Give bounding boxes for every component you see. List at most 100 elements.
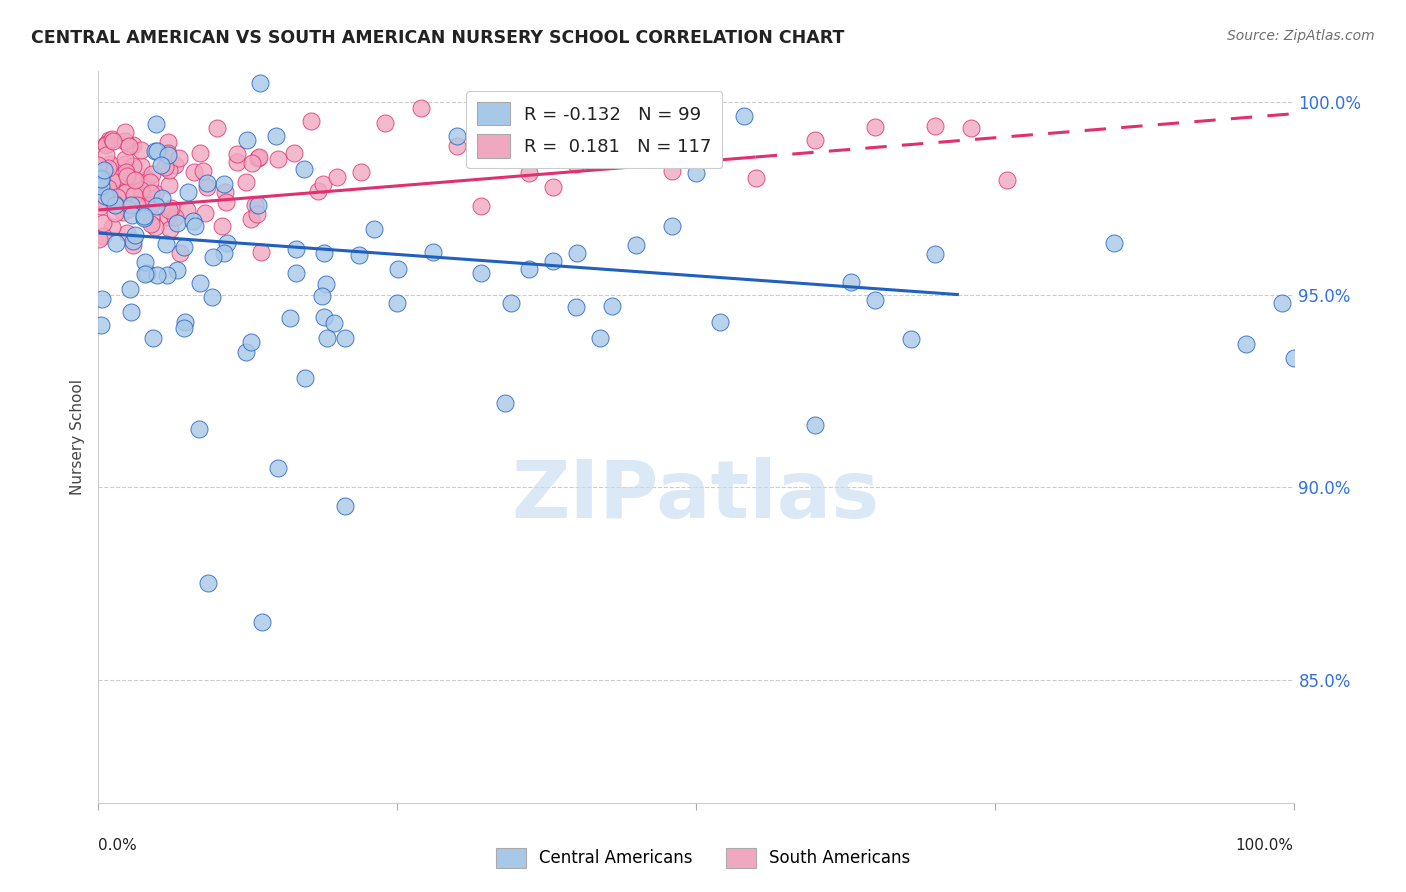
Point (96, 161, 118, 176)
Point (865, 293, 887, 308)
Point (841, 275, 863, 289)
Point (120, 281, 142, 295)
Point (323, 317, 346, 331)
Point (128, 186, 150, 200)
Point (143, 145, 166, 159)
Point (239, 212, 262, 227)
Point (104, 198, 127, 212)
Point (118, 139, 141, 153)
Point (205, 120, 228, 135)
Point (89, 176, 111, 190)
Point (100, 174, 122, 188)
Point (122, 172, 145, 186)
Point (299, 113, 322, 128)
Point (239, 334, 262, 349)
Point (285, 266, 308, 280)
Point (385, 295, 409, 310)
Text: Source: ZipAtlas.com: Source: ZipAtlas.com (1227, 29, 1375, 43)
Point (104, 206, 127, 220)
Point (613, 145, 636, 160)
Point (314, 310, 336, 324)
Point (90, 292, 112, 306)
Point (89, 232, 111, 246)
Point (201, 290, 224, 304)
Point (350, 165, 373, 179)
Point (146, 268, 169, 282)
Point (139, 217, 162, 231)
Point (292, 161, 315, 176)
Point (90, 171, 112, 186)
Point (173, 240, 195, 254)
Point (124, 173, 146, 187)
Point (243, 198, 266, 212)
Point (194, 206, 217, 220)
Point (900, 332, 922, 346)
Point (184, 219, 207, 233)
Point (156, 145, 179, 160)
Point (387, 262, 409, 277)
Y-axis label: Nursery School: Nursery School (70, 379, 86, 495)
Point (311, 289, 333, 303)
Point (315, 277, 337, 292)
Point (121, 208, 143, 222)
Point (1234, 337, 1257, 351)
Point (94, 195, 117, 210)
Point (156, 135, 179, 149)
Point (188, 276, 211, 290)
Point (278, 311, 301, 326)
Point (132, 211, 155, 225)
Point (267, 153, 290, 167)
Point (96, 182, 118, 196)
Point (160, 202, 183, 216)
Point (626, 238, 648, 252)
Point (115, 165, 138, 179)
Point (132, 210, 155, 224)
Point (235, 345, 257, 359)
Point (142, 192, 165, 206)
Point (188, 422, 211, 436)
Point (155, 237, 177, 252)
Point (249, 150, 271, 164)
Point (191, 164, 214, 178)
Point (141, 211, 163, 225)
Point (134, 267, 156, 281)
Point (294, 371, 316, 385)
Point (115, 169, 138, 183)
Point (335, 500, 357, 514)
Point (470, 266, 492, 280)
Text: CENTRAL AMERICAN VS SOUTH AMERICAN NURSERY SCHOOL CORRELATION CHART: CENTRAL AMERICAN VS SOUTH AMERICAN NURSE… (31, 29, 845, 46)
Point (494, 396, 516, 410)
Point (283, 145, 305, 160)
Point (98, 157, 121, 171)
Point (284, 242, 307, 256)
Point (124, 185, 146, 199)
Point (1282, 351, 1305, 365)
Point (129, 183, 152, 197)
Point (494, 127, 516, 141)
Point (107, 190, 129, 204)
Point (91, 216, 114, 230)
Point (589, 331, 612, 345)
Point (924, 119, 946, 133)
Point (114, 152, 136, 166)
Point (108, 186, 131, 200)
Point (501, 295, 523, 310)
Point (314, 246, 336, 260)
Point (114, 125, 136, 139)
Point (995, 172, 1018, 186)
Point (211, 219, 233, 234)
Point (374, 116, 396, 130)
Point (90, 170, 112, 185)
Point (136, 172, 159, 186)
Point (163, 211, 186, 225)
Point (98, 190, 121, 204)
Point (149, 158, 172, 172)
Point (188, 145, 211, 160)
Point (195, 177, 218, 191)
Point (143, 186, 166, 200)
Point (129, 160, 152, 174)
Point (252, 615, 274, 629)
Point (121, 138, 143, 153)
Point (94, 147, 117, 161)
Point (225, 154, 247, 169)
